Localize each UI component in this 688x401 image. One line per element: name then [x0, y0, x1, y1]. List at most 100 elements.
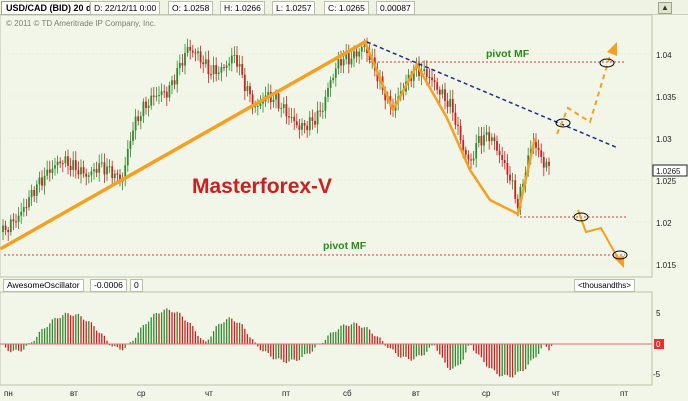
candle-body — [160, 91, 163, 96]
downtrend-line — [366, 41, 619, 149]
candle-body — [262, 101, 264, 104]
candle-body — [176, 68, 179, 85]
candle-body — [54, 165, 56, 169]
candle-body — [15, 221, 17, 223]
candle-body — [178, 62, 181, 69]
candle-body — [202, 62, 205, 65]
candle-body — [350, 58, 353, 65]
candle-body — [35, 184, 38, 196]
candle-body — [225, 65, 228, 68]
price-tick-label: 1.03 — [656, 135, 672, 144]
candle-body — [80, 167, 82, 175]
candle-body — [446, 100, 449, 107]
scroll-up-icon[interactable]: ▲ — [658, 2, 672, 14]
candle-body — [353, 51, 355, 59]
candle-body — [134, 116, 137, 131]
indicator-flag: 0 — [130, 279, 143, 292]
time-tick-label: вт — [412, 389, 420, 398]
candle-body — [106, 166, 108, 175]
candle-body — [82, 167, 85, 174]
candle-body — [207, 59, 210, 75]
candle-body — [147, 105, 150, 108]
osc-tick-label: -5 — [653, 370, 661, 379]
watermark-text: Masterforex-V — [192, 175, 332, 198]
candle-body — [30, 189, 33, 198]
candle-body — [181, 62, 184, 66]
oscillator-axis: 5 -5 — [653, 309, 661, 379]
candle-body — [168, 85, 171, 98]
candle-body — [210, 74, 212, 76]
candle-body — [116, 173, 119, 175]
marker-circle — [555, 118, 571, 128]
candle-body — [158, 95, 160, 97]
candle-body — [74, 160, 77, 171]
candle-body — [540, 150, 543, 157]
uptrend-line — [0, 40, 367, 250]
candle-body — [514, 180, 517, 199]
candle-body — [462, 140, 465, 150]
candle-body — [67, 156, 69, 166]
candle-body — [542, 156, 545, 168]
time-tick-label: ср — [482, 389, 491, 398]
indicator-name[interactable]: AwesomeOscillator — [3, 279, 84, 292]
bullish-projection — [556, 45, 614, 135]
candle-body — [308, 117, 311, 131]
bearish-projection — [577, 209, 621, 263]
candle-body — [477, 135, 480, 144]
candle-body — [230, 55, 233, 64]
bullish-arrow-icon — [607, 42, 617, 56]
candle-body — [451, 98, 454, 113]
candle-body — [139, 116, 142, 121]
candle-body — [340, 59, 342, 66]
pivot-label-top: pivot MF — [486, 48, 530, 60]
osc-zero-marker — [654, 339, 664, 349]
candle-body — [103, 162, 106, 175]
candle-body — [189, 46, 192, 51]
candle-body — [199, 51, 202, 63]
price-tick-label: 1.035 — [656, 93, 677, 102]
candle-body — [306, 125, 309, 131]
candle-body — [321, 110, 324, 112]
candle-body — [464, 149, 467, 155]
candle-body — [412, 68, 415, 81]
candle-body — [337, 59, 340, 69]
candle-body — [275, 93, 277, 100]
candle-body — [472, 158, 475, 161]
price-tick-label: 1.015 — [656, 261, 677, 270]
candle-body — [272, 99, 275, 103]
candle-body — [72, 160, 75, 170]
candle-body — [363, 45, 366, 47]
candle-body — [428, 76, 431, 78]
candle-body — [259, 103, 262, 106]
candlestick-series — [2, 37, 550, 242]
copyright-text: © 2011 © TD Ameritrade IP Company, Inc. — [6, 19, 156, 28]
candle-body — [324, 96, 327, 111]
candle-body — [511, 180, 514, 182]
candle-body — [467, 154, 470, 160]
candle-body — [548, 161, 550, 166]
candle-body — [288, 116, 290, 118]
candle-body — [345, 52, 348, 60]
time-tick-label: чт — [552, 389, 560, 398]
candle-body — [488, 132, 491, 142]
candle-body — [376, 70, 379, 82]
candle-body — [9, 219, 12, 233]
candle-body — [212, 65, 215, 75]
candle-body — [236, 54, 238, 67]
candle-body — [126, 148, 129, 166]
time-tick-label: сб — [343, 389, 352, 398]
candle-body — [485, 132, 488, 135]
candle-body — [33, 189, 36, 196]
candle-body — [113, 173, 116, 179]
candle-body — [100, 162, 103, 164]
candle-body — [449, 98, 452, 107]
candle-body — [425, 69, 428, 77]
candle-body — [197, 51, 199, 54]
candle-body — [444, 89, 446, 101]
candle-body — [228, 63, 231, 66]
candle-body — [483, 134, 485, 146]
candle-body — [327, 87, 329, 97]
wave-zigzag — [363, 41, 537, 216]
